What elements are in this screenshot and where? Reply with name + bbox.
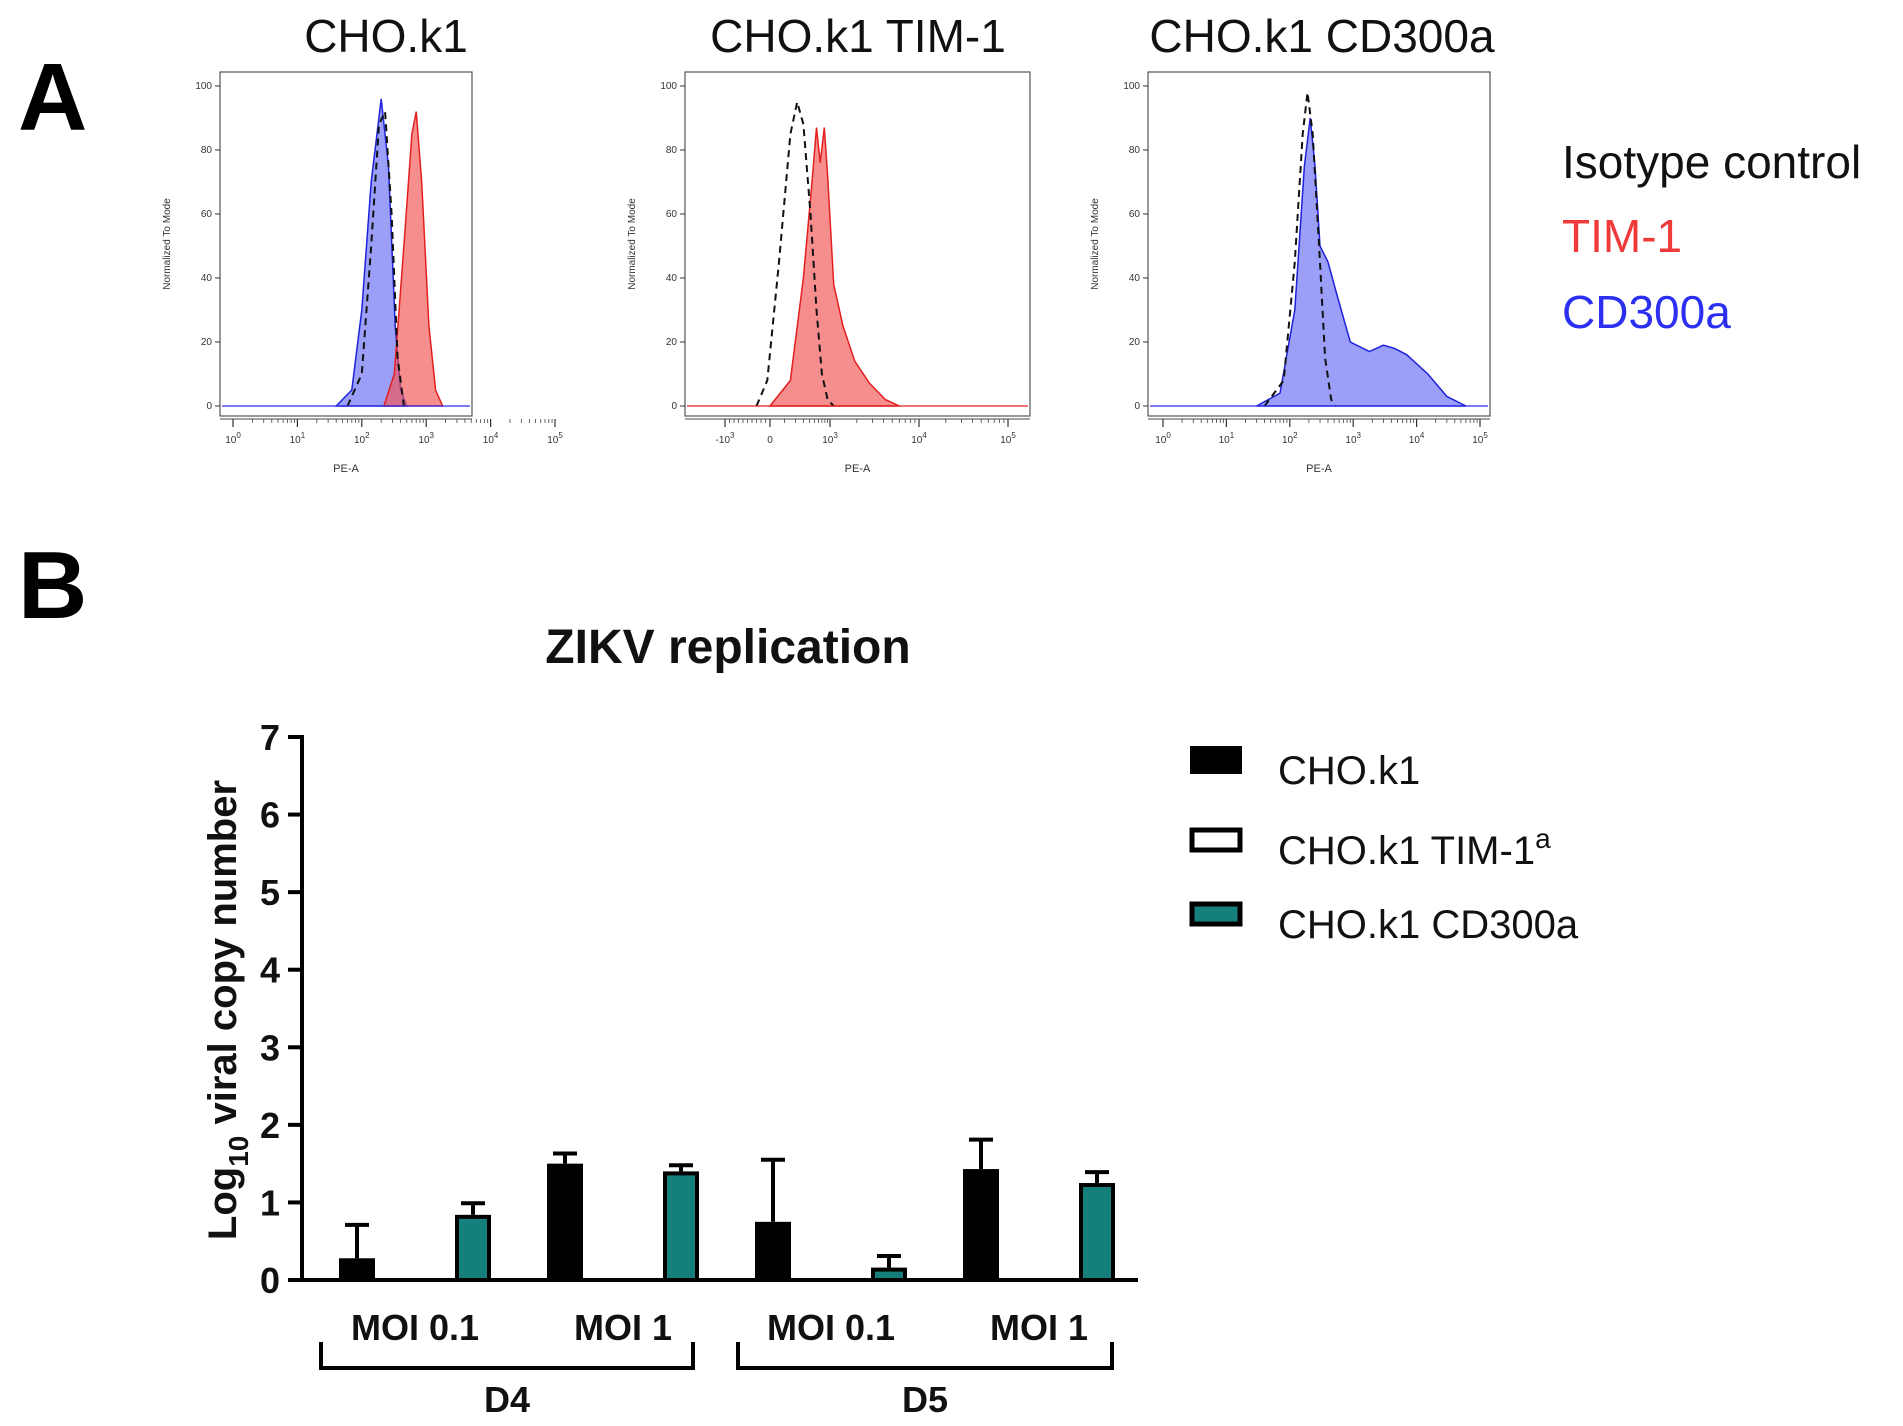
x-tick-label: 103 [418, 431, 434, 446]
series-isotype-control [755, 101, 835, 407]
y-tick-label: 20 [1129, 337, 1141, 348]
bar-cho-k1 [339, 1258, 375, 1280]
y-tick-label: 60 [666, 209, 678, 220]
plot-frame [684, 71, 1031, 417]
x-tick-label: 103 [1345, 431, 1361, 446]
y-axis-label: Normalized To Mode [162, 198, 173, 290]
y-tick-label: 2 [260, 1105, 280, 1146]
bar-cho-k1-cd300a [871, 1267, 907, 1283]
legend-swatch-cho-k1-cd300a [1189, 901, 1243, 927]
bar-cho-k1 [755, 1221, 791, 1280]
y-tick-label: 40 [1129, 273, 1141, 284]
legend-swatch-cho-k1 [1190, 746, 1242, 774]
series-tim-1 [768, 127, 900, 407]
y-axis-label: Normalized To Mode [627, 198, 638, 290]
bar-cho-k1-cd300a [1079, 1183, 1115, 1283]
group-bracket [319, 1342, 695, 1370]
x-tick-label: 103 [822, 431, 838, 446]
series-isotype-control [346, 107, 405, 407]
y-tick-label: 80 [201, 145, 213, 156]
bar-cho-k1 [963, 1169, 999, 1280]
legend-panel-a: Isotype control TIM-1 CD300a [1562, 136, 1861, 338]
x-category-label: MOI 0.1 [351, 1307, 479, 1348]
series-isotype-control [1263, 92, 1337, 407]
bar-cho-k1-cd300a [663, 1171, 699, 1283]
y-tick-label: 100 [195, 81, 212, 92]
legend-item-cd300a: CD300a [1562, 286, 1731, 338]
group-label-d5: D5 [902, 1379, 948, 1420]
x-tick-label: 100 [225, 431, 241, 446]
y-tick-label: 0 [671, 401, 677, 412]
legend-label-cho-k1: CHO.k1 [1278, 749, 1420, 793]
y-tick-label: 1 [260, 1182, 280, 1223]
y-tick-label: 7 [260, 717, 280, 758]
bar-cho-k1 [547, 1163, 583, 1280]
y-axis-label: Log10 viral copy number [201, 780, 254, 1240]
x-axis-label: PE-A [845, 463, 871, 475]
legend-label-cho-k1-tim-1: CHO.k1 TIM-1a [1278, 823, 1551, 873]
y-tick-label: 80 [666, 145, 678, 156]
y-axis-label: Normalized To Mode [1090, 198, 1101, 290]
histogram-title: CHO.k1 CD300a [1149, 10, 1495, 62]
y-tick-label: 100 [660, 81, 677, 92]
x-tick-label: 102 [354, 431, 370, 446]
bar-cho-k1-cd300a [455, 1214, 491, 1282]
x-tick-label: 101 [290, 431, 306, 446]
y-tick-label: 60 [1129, 209, 1141, 220]
group-bracket [736, 1342, 1114, 1370]
x-tick-label: 102 [1282, 431, 1298, 446]
x-category-label: MOI 1 [574, 1307, 672, 1348]
panel-label-b: B [18, 532, 87, 639]
x-tick-label: 104 [911, 431, 927, 446]
y-tick-label: 5 [260, 872, 280, 913]
legend-label-cho-k1-cd300a: CHO.k1 CD300a [1278, 903, 1579, 947]
y-tick-label: 0 [260, 1260, 280, 1301]
x-tick-label: 104 [1409, 431, 1425, 446]
legend-item-tim-1: TIM-1 [1562, 210, 1682, 262]
histogram-cho-k1-tim-1: CHO.k1 TIM-1 0 20 40 60 80 100 Normalized To Mo… [627, 10, 1031, 475]
x-tick-label: 0 [767, 435, 773, 446]
plot-frame [1147, 71, 1491, 417]
histogram-title: CHO.k1 [304, 10, 468, 62]
y-tick-label: 40 [666, 273, 678, 284]
x-tick-label: 101 [1219, 431, 1235, 446]
group-label-d4: D4 [484, 1379, 530, 1420]
histogram-cho-k1-cd300a: CHO.k1 CD300a 0 20 40 60 80 100 Normalized To M… [1090, 10, 1495, 475]
y-tick-label: 4 [260, 950, 280, 991]
x-category-label: MOI 0.1 [767, 1307, 895, 1348]
y-tick-label: 40 [201, 273, 213, 284]
series-tim-1 [382, 111, 444, 407]
plot-frame [219, 71, 473, 417]
bar-chart-title: ZIKV replication [545, 621, 910, 674]
x-tick-label: 100 [1155, 431, 1171, 446]
y-tick-label: 80 [1129, 145, 1141, 156]
x-tick-label: 105 [1000, 431, 1016, 446]
x-axis-label: PE-A [1306, 463, 1332, 475]
x-tick-label: 104 [483, 431, 499, 446]
y-tick-label: 3 [260, 1027, 280, 1068]
series-cd300a [1256, 117, 1467, 407]
histogram-cho-k1: CHO.k1 0 20 40 60 80 100 Normalized To Mode 100 1… [162, 10, 563, 475]
x-tick-label: 105 [1472, 431, 1488, 446]
y-tick-label: 0 [1134, 401, 1140, 412]
histogram-title: CHO.k1 TIM-1 [710, 10, 1006, 62]
x-tick-label: -103 [716, 431, 735, 446]
legend-swatch-cho-k1-tim-1 [1189, 827, 1243, 853]
y-tick-label: 0 [206, 401, 212, 412]
x-category-label: MOI 1 [990, 1307, 1088, 1348]
y-tick-label: 20 [201, 337, 213, 348]
y-tick-label: 100 [1123, 81, 1140, 92]
y-tick-label: 6 [260, 795, 280, 836]
legend-item-isotype-control: Isotype control [1562, 136, 1861, 188]
y-tick-label: 20 [666, 337, 678, 348]
x-axis-label: PE-A [333, 463, 359, 475]
x-tick-label: 105 [547, 431, 563, 446]
y-tick-label: 60 [201, 209, 213, 220]
panel-label-a: A [18, 44, 87, 151]
